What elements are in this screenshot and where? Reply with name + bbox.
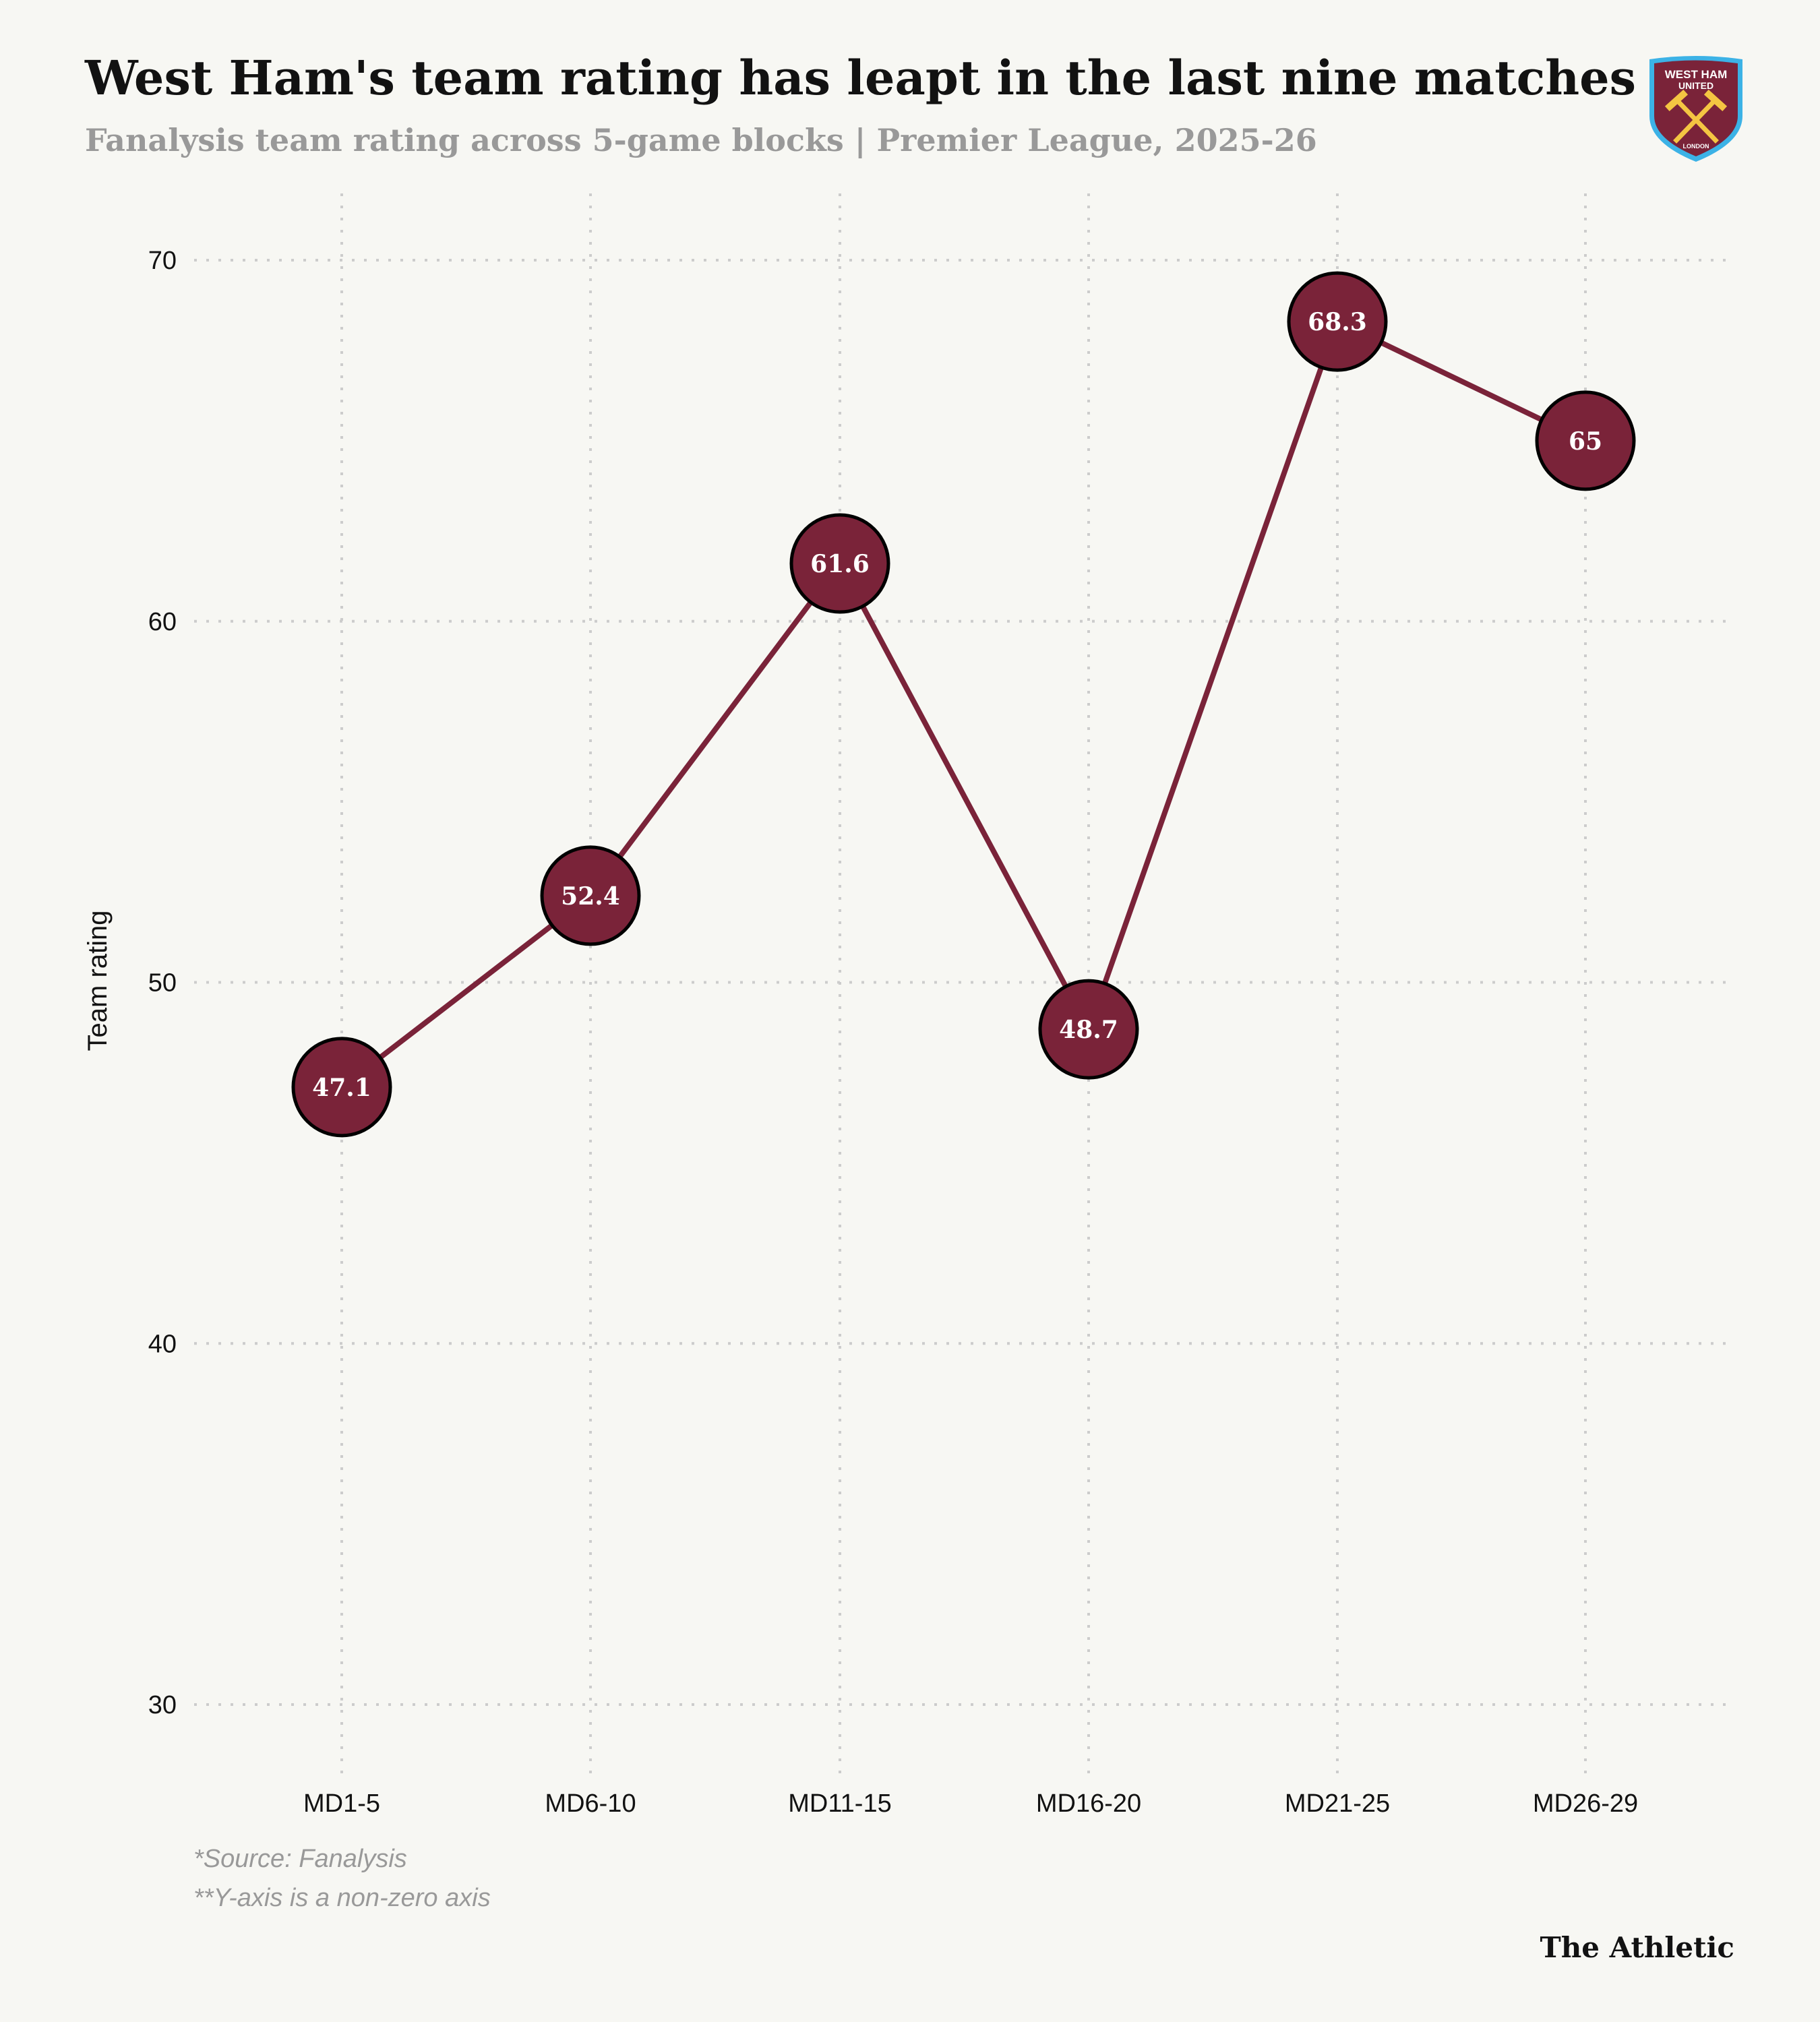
logo-text-1: WEST HAM (1665, 68, 1728, 81)
logo-text-2: UNITED (1678, 80, 1713, 91)
y-axis-ticks: 30 40 50 60 70 (148, 247, 177, 1719)
x-axis-ticks: MD1-5 MD6-10 MD11-15 MD16-20 MD21-25 MD26-29 (303, 1789, 1638, 1818)
y-tick-label: 60 (148, 608, 177, 636)
x-tick-label: MD21-25 (1285, 1789, 1390, 1818)
data-point-marker (1038, 979, 1139, 1080)
the-athletic-logo: The Athletic (1540, 1931, 1734, 1964)
data-point-label: 61.6 (810, 550, 870, 578)
data-point-label: 68.3 (1308, 308, 1367, 336)
y-tick-label: 70 (148, 247, 177, 275)
data-point-marker (1287, 271, 1388, 372)
chart-title: West Ham's team rating has leapt in the … (84, 50, 1636, 106)
west-ham-crest-logo: WEST HAM UNITED LONDON (1649, 56, 1742, 162)
x-tick-label: MD26-29 (1533, 1789, 1638, 1818)
x-tick-label: MD11-15 (788, 1789, 891, 1818)
data-point-marker (291, 1037, 392, 1138)
x-tick-label: MD1-5 (303, 1789, 380, 1818)
data-point-marker (789, 513, 890, 614)
data-point-label: 52.4 (561, 882, 620, 911)
data-point-label: 48.7 (1059, 1016, 1118, 1044)
gridlines (194, 193, 1728, 1777)
x-tick-label: MD16-20 (1036, 1789, 1141, 1818)
chart-subtitle: Fanalysis team rating across 5-game bloc… (85, 122, 1317, 158)
y-tick-label: 50 (148, 969, 177, 998)
y-tick-label: 40 (148, 1330, 177, 1358)
y-tick-label: 30 (148, 1691, 177, 1719)
crossed-hammers-icon (1664, 89, 1728, 144)
logo-text-3: LONDON (1683, 143, 1709, 150)
data-points: 47.1 52.4 61.6 48.7 68.3 65 (291, 271, 1636, 1138)
data-point-marker (1535, 390, 1636, 491)
y-axis-label: Team rating (83, 911, 113, 1051)
x-tick-label: MD6-10 (545, 1789, 636, 1818)
axis-note: **Y-axis is a non-zero axis (193, 1884, 491, 1912)
data-point-label: 65 (1569, 427, 1602, 456)
data-point-marker (540, 845, 641, 946)
data-point-label: 47.1 (312, 1074, 371, 1102)
source-note: *Source: Fanalysis (193, 1845, 407, 1873)
